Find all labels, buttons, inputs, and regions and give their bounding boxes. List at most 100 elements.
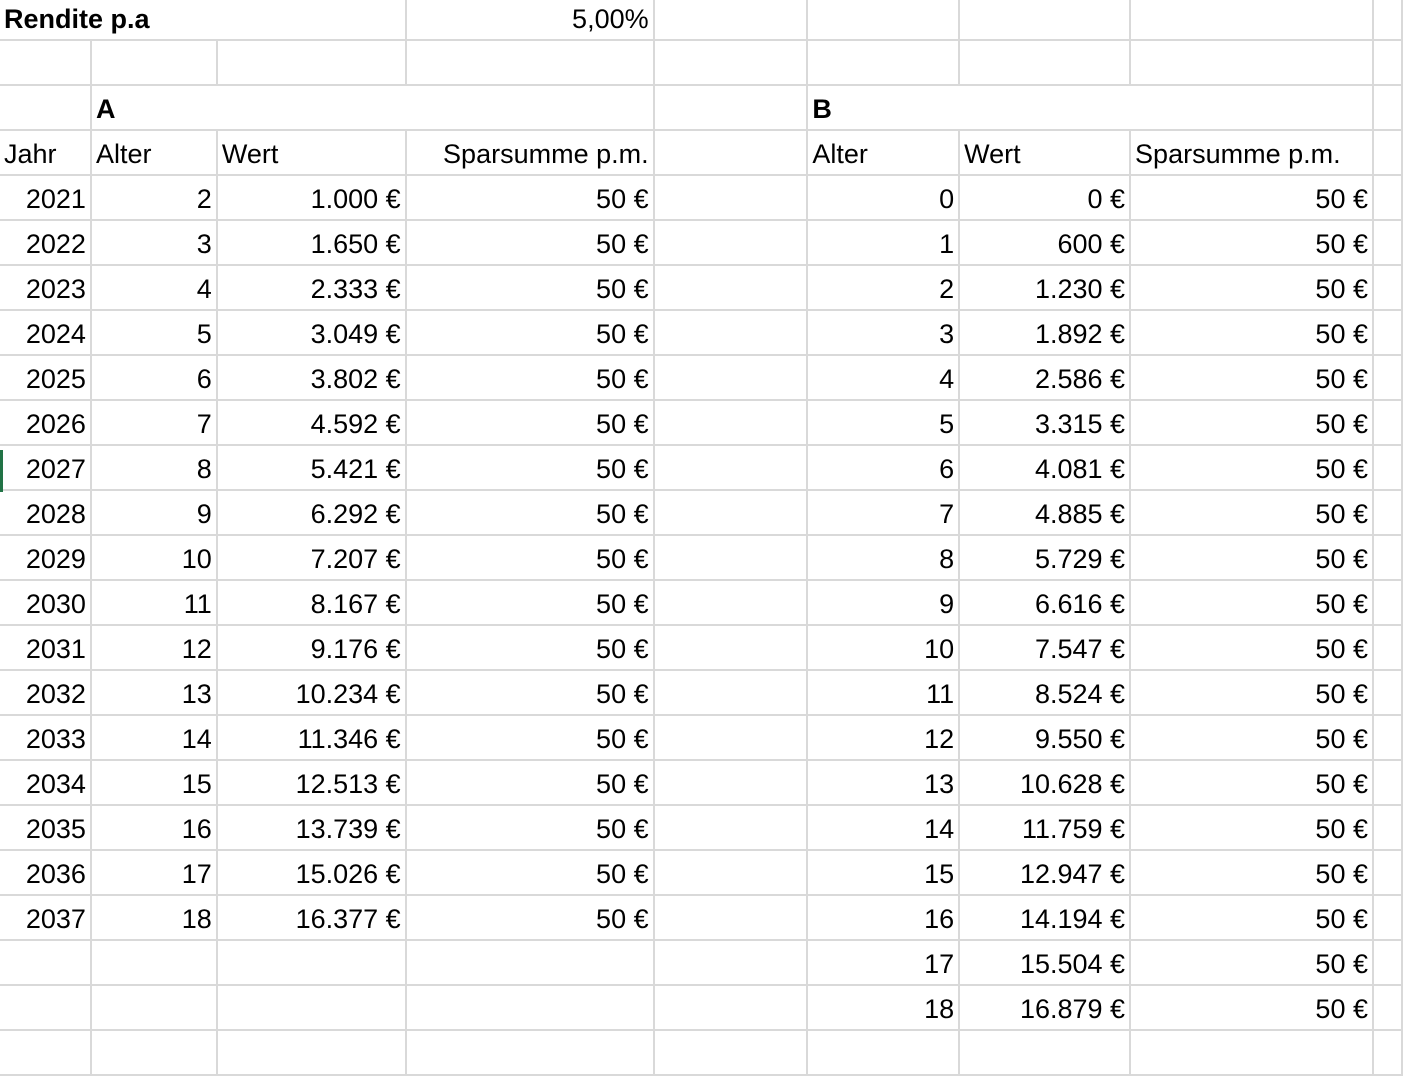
cell[interactable]	[0, 85, 92, 131]
cell-b-alter[interactable]: 4	[807, 355, 961, 401]
cell[interactable]	[653, 265, 809, 311]
cell-a-wert[interactable]: 8.167 €	[216, 580, 407, 626]
group-b-label[interactable]: B	[807, 85, 1374, 131]
cell[interactable]	[1372, 580, 1403, 626]
cell-b-sparsumme[interactable]: 50 €	[1130, 715, 1374, 761]
cell-b-sparsumme[interactable]: 50 €	[1130, 535, 1374, 581]
cell-a-sparsumme[interactable]: 50 €	[405, 895, 655, 941]
cell-a-wert[interactable]: 3.802 €	[216, 355, 407, 401]
cell[interactable]	[653, 0, 809, 41]
cell-a-wert[interactable]: 4.592 €	[216, 400, 407, 446]
cell-b-wert[interactable]: 6.616 €	[959, 580, 1132, 626]
cell-a-wert[interactable]: 1.000 €	[216, 175, 407, 221]
cell[interactable]	[405, 985, 655, 1031]
cell-a-jahr[interactable]: 2024	[0, 310, 92, 356]
cell-a-wert[interactable]: 15.026 €	[216, 850, 407, 896]
cell[interactable]	[405, 940, 655, 986]
cell[interactable]	[1372, 805, 1403, 851]
cell-a-alter[interactable]: 3	[90, 220, 218, 266]
cell-a-sparsumme[interactable]: 50 €	[405, 580, 655, 626]
cell[interactable]	[1372, 130, 1403, 176]
cell-b-wert[interactable]: 0 €	[959, 175, 1132, 221]
cell-a-jahr[interactable]: 2022	[0, 220, 92, 266]
cell-a-wert[interactable]: 13.739 €	[216, 805, 407, 851]
cell-b-wert[interactable]: 16.879 €	[959, 985, 1132, 1031]
cell-a-sparsumme[interactable]: 50 €	[405, 625, 655, 671]
cell[interactable]	[216, 940, 407, 986]
cell-a-alter[interactable]: 10	[90, 535, 218, 581]
cell-b-wert[interactable]: 12.947 €	[959, 850, 1132, 896]
cell-a-sparsumme[interactable]: 50 €	[405, 355, 655, 401]
cell-b-alter[interactable]: 14	[807, 805, 961, 851]
group-a-label[interactable]: A	[90, 85, 655, 131]
cell-a-jahr[interactable]: 2029	[0, 535, 92, 581]
cell-a-sparsumme[interactable]: 50 €	[405, 445, 655, 491]
cell[interactable]	[653, 1030, 809, 1076]
cell-a-jahr[interactable]: 2036	[0, 850, 92, 896]
cell[interactable]	[1372, 400, 1403, 446]
cell-b-alter[interactable]: 7	[807, 490, 961, 536]
cell[interactable]	[1372, 535, 1403, 581]
cell-a-alter[interactable]: 5	[90, 310, 218, 356]
cell[interactable]	[90, 985, 218, 1031]
cell-a-sparsumme[interactable]: 50 €	[405, 175, 655, 221]
cell-a-sparsumme[interactable]: 50 €	[405, 310, 655, 356]
cell-a-jahr[interactable]: 2023	[0, 265, 92, 311]
cell[interactable]	[653, 760, 809, 806]
cell-b-wert[interactable]: 14.194 €	[959, 895, 1132, 941]
cell-a-sparsumme[interactable]: 50 €	[405, 760, 655, 806]
cell-b-sparsumme[interactable]: 50 €	[1130, 670, 1374, 716]
cell[interactable]	[653, 400, 809, 446]
cell-b-sparsumme[interactable]: 50 €	[1130, 580, 1374, 626]
header-wert-a[interactable]: Wert	[216, 130, 407, 176]
cell-b-alter[interactable]: 6	[807, 445, 961, 491]
cell-b-alter[interactable]: 17	[807, 940, 961, 986]
cell[interactable]	[653, 85, 809, 131]
cell-a-sparsumme[interactable]: 50 €	[405, 490, 655, 536]
cell[interactable]	[1372, 760, 1403, 806]
cell-a-jahr[interactable]: 2033	[0, 715, 92, 761]
header-sparsumme-a[interactable]: Sparsumme p.m.	[405, 130, 655, 176]
cell-b-alter[interactable]: 18	[807, 985, 961, 1031]
cell[interactable]	[1130, 0, 1374, 41]
cell-b-wert[interactable]: 1.230 €	[959, 265, 1132, 311]
cell[interactable]	[653, 535, 809, 581]
cell-a-jahr[interactable]: 2032	[0, 670, 92, 716]
cell[interactable]	[653, 940, 809, 986]
cell-a-wert[interactable]: 3.049 €	[216, 310, 407, 356]
cell-b-alter[interactable]: 3	[807, 310, 961, 356]
header-jahr[interactable]: Jahr	[0, 130, 92, 176]
cell-b-wert[interactable]: 600 €	[959, 220, 1132, 266]
cell-a-sparsumme[interactable]: 50 €	[405, 850, 655, 896]
cell-b-alter[interactable]: 13	[807, 760, 961, 806]
cell[interactable]	[1372, 265, 1403, 311]
cell[interactable]	[653, 40, 809, 86]
cell-b-sparsumme[interactable]: 50 €	[1130, 310, 1374, 356]
cell-b-wert[interactable]: 9.550 €	[959, 715, 1132, 761]
cell-a-wert[interactable]: 7.207 €	[216, 535, 407, 581]
cell-a-jahr[interactable]: 2035	[0, 805, 92, 851]
cell[interactable]	[653, 490, 809, 536]
cell[interactable]	[807, 1030, 961, 1076]
cell[interactable]	[1372, 175, 1403, 221]
cell-b-wert[interactable]: 4.081 €	[959, 445, 1132, 491]
cell-b-sparsumme[interactable]: 50 €	[1130, 940, 1374, 986]
cell-a-wert[interactable]: 5.421 €	[216, 445, 407, 491]
cell-a-sparsumme[interactable]: 50 €	[405, 220, 655, 266]
cell-b-alter[interactable]: 9	[807, 580, 961, 626]
cell[interactable]	[653, 310, 809, 356]
cell-a-alter[interactable]: 17	[90, 850, 218, 896]
cell[interactable]	[1372, 40, 1403, 86]
cell[interactable]	[1372, 0, 1403, 41]
cell-a-alter[interactable]: 14	[90, 715, 218, 761]
cell[interactable]	[653, 805, 809, 851]
cell-b-wert[interactable]: 2.586 €	[959, 355, 1132, 401]
cell[interactable]	[653, 130, 809, 176]
cell-a-wert[interactable]: 9.176 €	[216, 625, 407, 671]
cell[interactable]	[1372, 715, 1403, 761]
cell[interactable]	[0, 1030, 92, 1076]
cell-a-jahr[interactable]: 2037	[0, 895, 92, 941]
cell[interactable]	[216, 1030, 407, 1076]
cell-b-wert[interactable]: 3.315 €	[959, 400, 1132, 446]
cell[interactable]	[90, 40, 218, 86]
